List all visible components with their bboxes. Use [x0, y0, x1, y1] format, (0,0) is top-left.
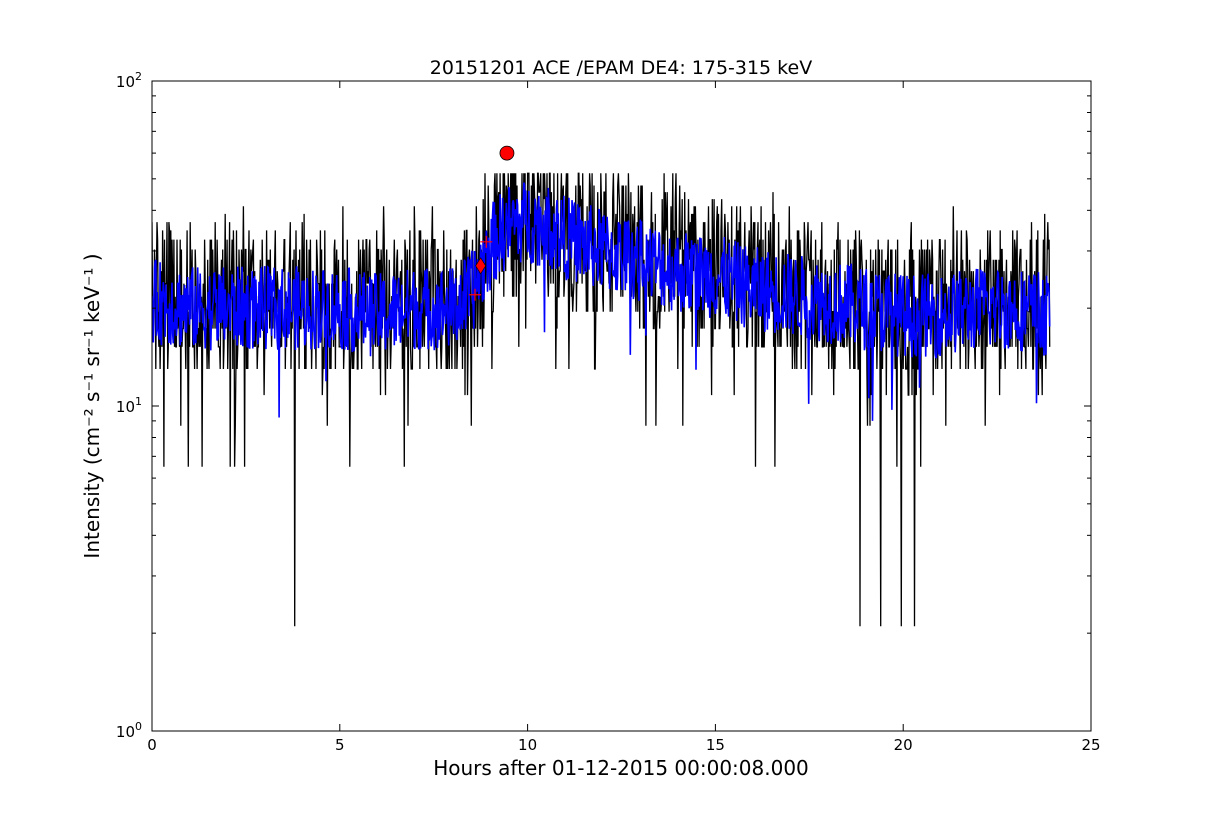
- marker-diamond: [475, 257, 487, 275]
- marker-circle-peak: [499, 145, 515, 161]
- marker-plus-1: [480, 235, 493, 248]
- x-tick-label: 0: [147, 736, 157, 754]
- x-axis-label: Hours after 01-12-2015 00:00:08.000: [433, 756, 809, 780]
- plot-content: [152, 172, 1051, 627]
- y-axis-ticks: 100 101 102: [116, 70, 1091, 741]
- x-tick-label: 10: [518, 736, 537, 754]
- y-tick-label: 100: [116, 720, 142, 741]
- chart-title: 20151201 ACE /EPAM DE4: 175-315 keV: [430, 57, 812, 79]
- y-tick-label: 102: [116, 70, 142, 91]
- x-tick-label: 25: [1081, 736, 1100, 754]
- marker-plus-0: [469, 288, 482, 301]
- series-line-smoothed: [152, 182, 1051, 421]
- x-tick-label: 20: [894, 736, 913, 754]
- x-tick-label: 5: [335, 736, 345, 754]
- x-axis-ticks: 0 5 10 15 20 25: [147, 81, 1101, 754]
- x-tick-label: 15: [706, 736, 725, 754]
- y-tick-label: 101: [116, 395, 142, 416]
- event-markers: [469, 145, 515, 301]
- y-axis-label: Intensity (cm⁻² s⁻¹ sr⁻¹ keV⁻¹ ): [80, 253, 104, 558]
